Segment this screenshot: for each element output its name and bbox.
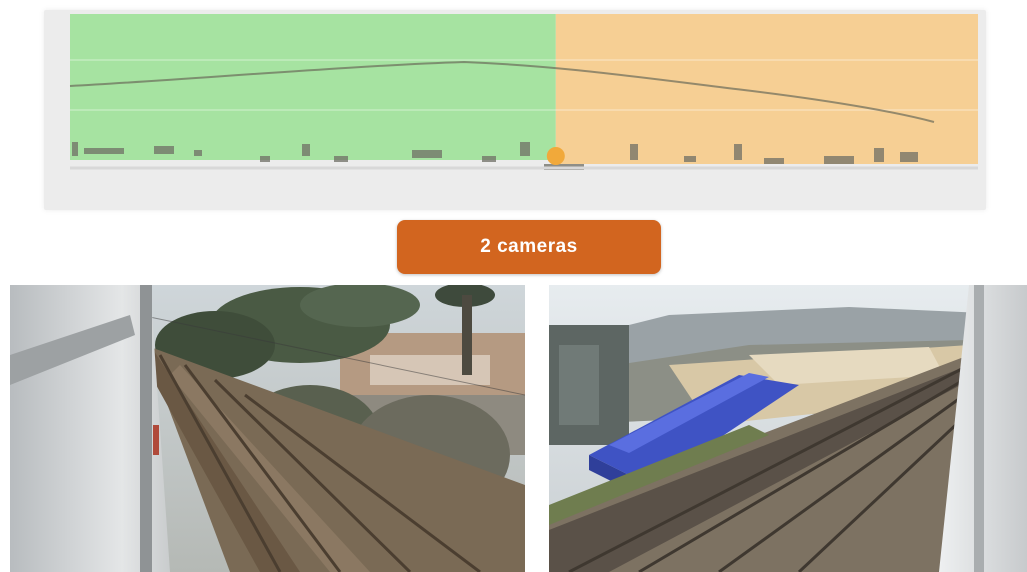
timeline-chart[interactable] (44, 10, 986, 210)
cameras-button[interactable]: 2 cameras (397, 220, 661, 274)
timeline-past-zone[interactable] (70, 14, 556, 160)
camera-image-left (10, 285, 525, 572)
timeline-panel[interactable] (44, 10, 986, 210)
camera-image-right (549, 285, 1027, 572)
timeline-trend-line (69, 60, 935, 123)
camera-feed-left[interactable] (10, 285, 525, 572)
camera-feed-right[interactable] (549, 285, 1027, 572)
timeline-future-zone[interactable] (555, 14, 978, 164)
timeline-cursor-marker[interactable] (546, 147, 565, 165)
